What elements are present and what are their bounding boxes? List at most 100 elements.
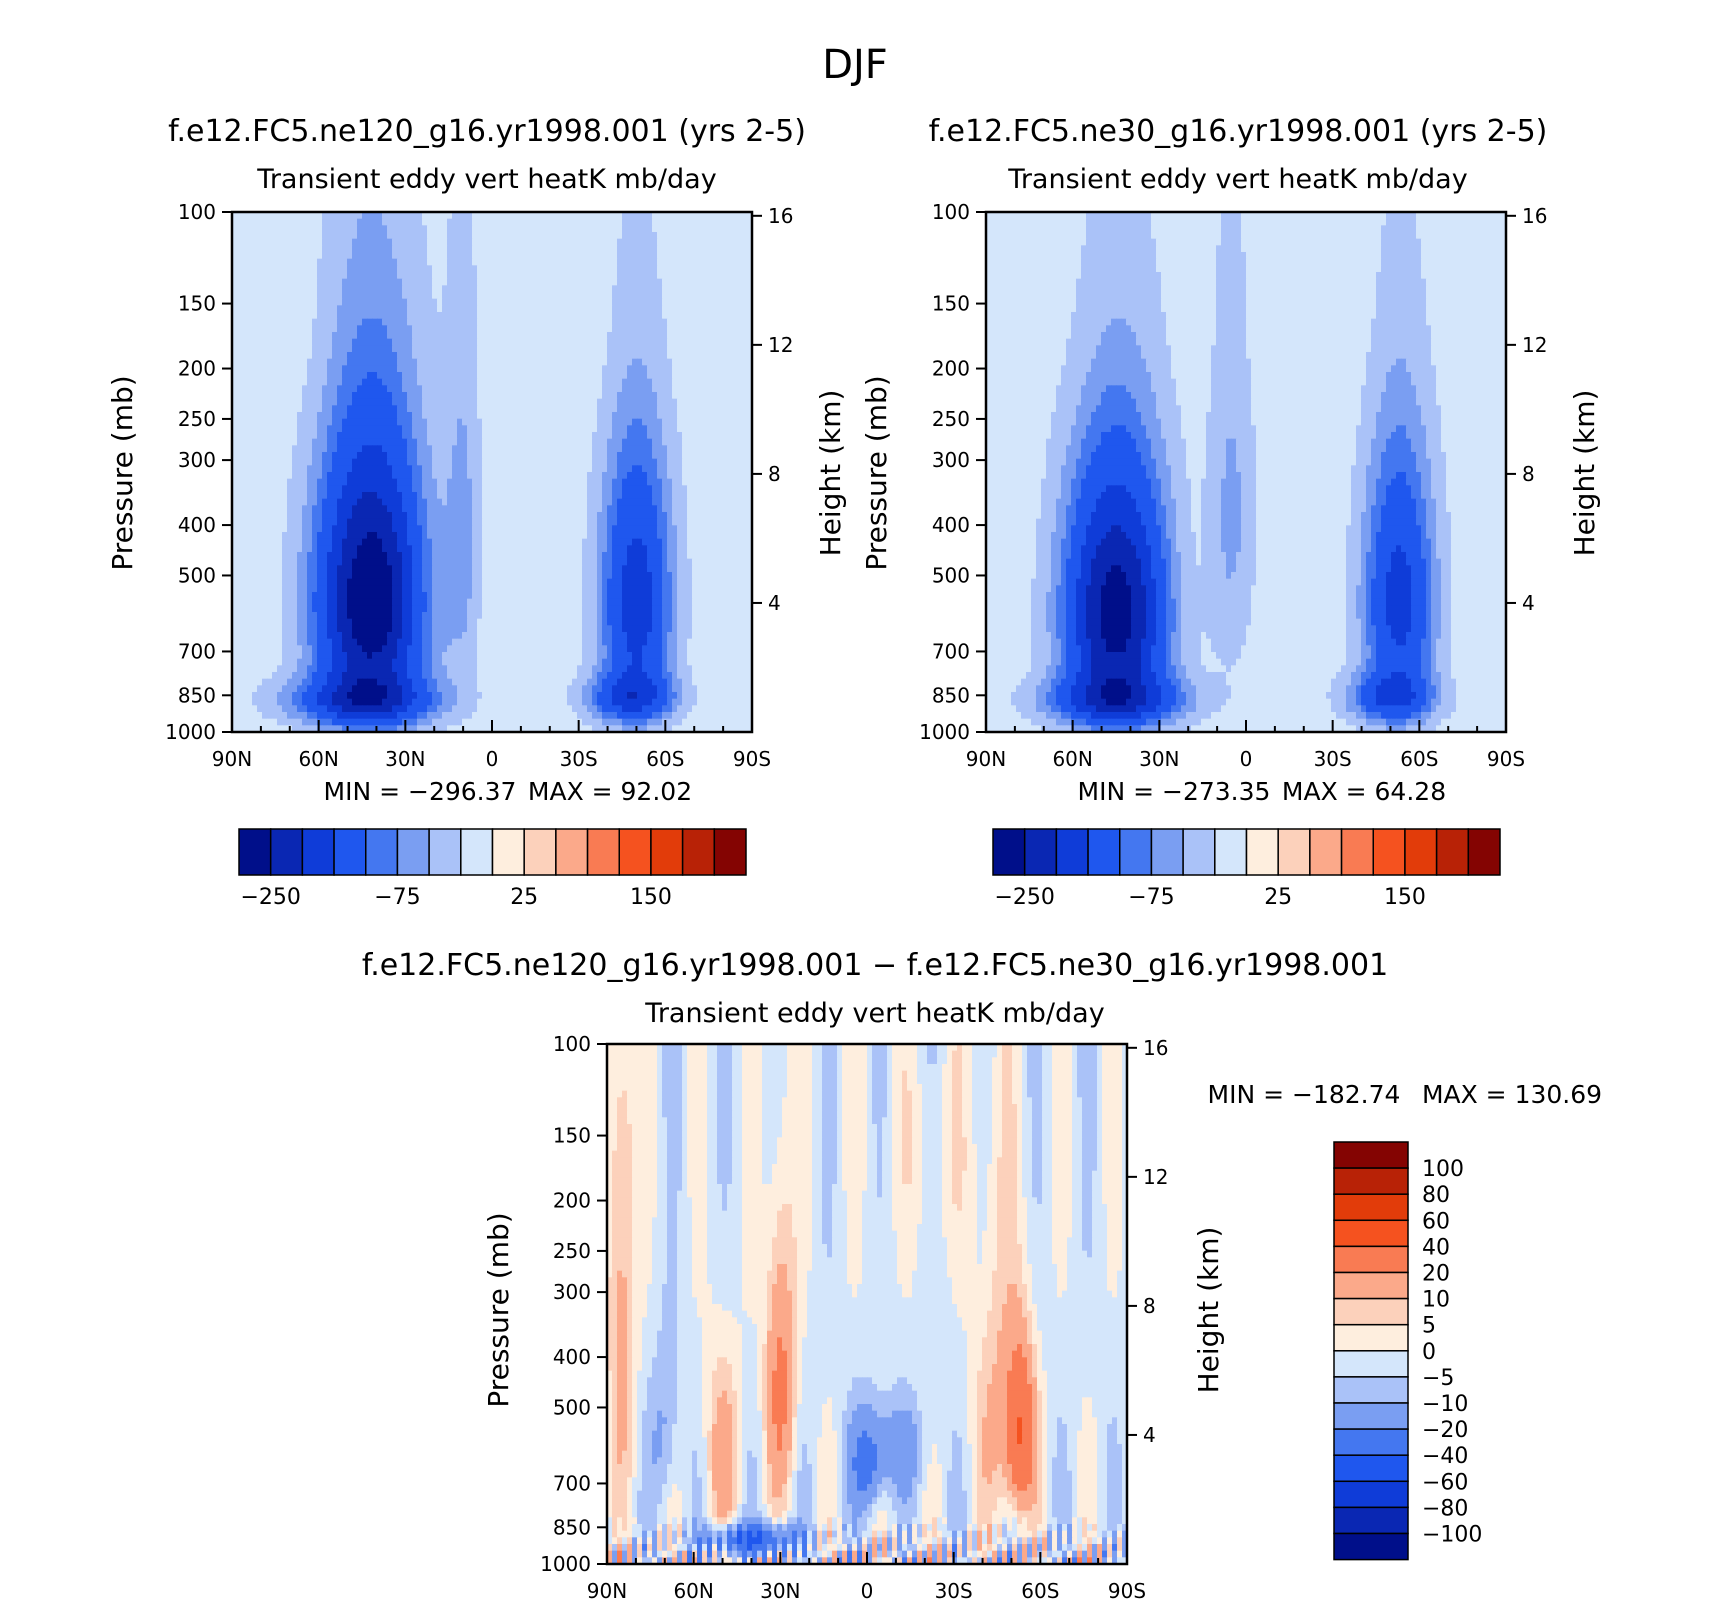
heatmap-cell [327,245,333,252]
heatmap-cell [602,425,608,432]
heatmap-cell [607,439,613,446]
heatmap-cell [387,292,393,299]
heatmap-cell [682,399,688,406]
heatmap-cell [427,239,433,246]
heatmap-cell [487,359,493,366]
heatmap-cell [482,479,488,486]
heatmap-cell [462,359,468,366]
heatmap-cell [257,252,263,259]
heatmap-cell [347,525,353,532]
heatmap-cell [452,232,458,239]
heatmap-cell [477,385,483,392]
heatmap-cell [577,492,583,499]
heatmap-cell [262,425,268,432]
heatmap-cell [347,432,353,439]
heatmap-cell [282,345,288,352]
heatmap-cell [732,252,738,259]
heatmap-cell [297,285,303,292]
heatmap-cell [647,312,653,319]
heatmap-cell [662,425,668,432]
heatmap-cell [437,305,443,312]
heatmap-cell [377,239,383,246]
heatmap-cell [722,439,728,446]
heatmap-cell [662,519,668,526]
heatmap-cell [567,352,573,359]
heatmap-cell [727,232,733,239]
heatmap-cell [532,312,538,319]
heatmap-cell [407,419,413,426]
heatmap-cell [507,259,513,266]
heatmap-cell [482,305,488,312]
heatmap-cell [577,325,583,332]
heatmap-cell [522,372,528,379]
heatmap-cell [282,272,288,279]
heatmap-cell [542,359,548,366]
heatmap-cell [717,479,723,486]
heatmap-cell [317,385,323,392]
heatmap-cell [692,512,698,519]
heatmap-cell [287,285,293,292]
heatmap-cell [277,332,283,339]
heatmap-cell [357,452,363,459]
heatmap-cell [457,279,463,286]
heatmap-cell [352,525,358,532]
heatmap-cell [517,305,523,312]
heatmap-cell [532,459,538,466]
heatmap-cell [737,365,743,372]
heatmap-cell [477,359,483,366]
heatmap-cell [392,379,398,386]
heatmap-cell [522,325,528,332]
heatmap-cell [357,345,363,352]
heatmap-cell [407,325,413,332]
heatmap-cell [702,465,708,472]
heatmap-cell [357,472,363,479]
heatmap-cell [512,499,518,506]
heatmap-cell [377,445,383,452]
heatmap-cell [442,265,448,272]
heatmap-cell [407,452,413,459]
heatmap-cell [317,225,323,232]
heatmap-cell [392,319,398,326]
heatmap-cell [262,285,268,292]
heatmap-cell [342,379,348,386]
heatmap-cell [287,259,293,266]
heatmap-cell [292,405,298,412]
heatmap-cell [432,305,438,312]
heatmap-cell [622,459,628,466]
heatmap-cell [327,505,333,512]
heatmap-cell [387,525,393,532]
heatmap-cell [317,419,323,426]
heatmap-cell [332,219,338,226]
heatmap-cell [512,512,518,519]
heatmap-cell [367,299,373,306]
heatmap-cell [317,405,323,412]
heatmap-cell [272,352,278,359]
heatmap-cell [347,519,353,526]
heatmap-cell [687,452,693,459]
heatmap-cell [352,425,358,432]
heatmap-cell [567,519,573,526]
heatmap-cell [632,399,638,406]
heatmap-cell [282,472,288,479]
heatmap-cell [582,365,588,372]
heatmap-cell [392,419,398,426]
heatmap-cell [717,225,723,232]
heatmap-cell [502,525,508,532]
heatmap-cell [367,525,373,532]
heatmap-cell [352,219,358,226]
heatmap-cell [692,339,698,346]
heatmap-cell [252,272,258,279]
heatmap-cell [377,412,383,419]
heatmap-cell [282,432,288,439]
heatmap-cell [547,279,553,286]
heatmap-cell [372,465,378,472]
heatmap-cell [312,505,318,512]
heatmap-cell [357,485,363,492]
heatmap-cell [662,245,668,252]
heatmap-cell [712,405,718,412]
heatmap-cell [732,339,738,346]
heatmap-cell [247,385,253,392]
heatmap-cell [392,245,398,252]
heatmap-cell [532,465,538,472]
heatmap-cell [502,372,508,379]
